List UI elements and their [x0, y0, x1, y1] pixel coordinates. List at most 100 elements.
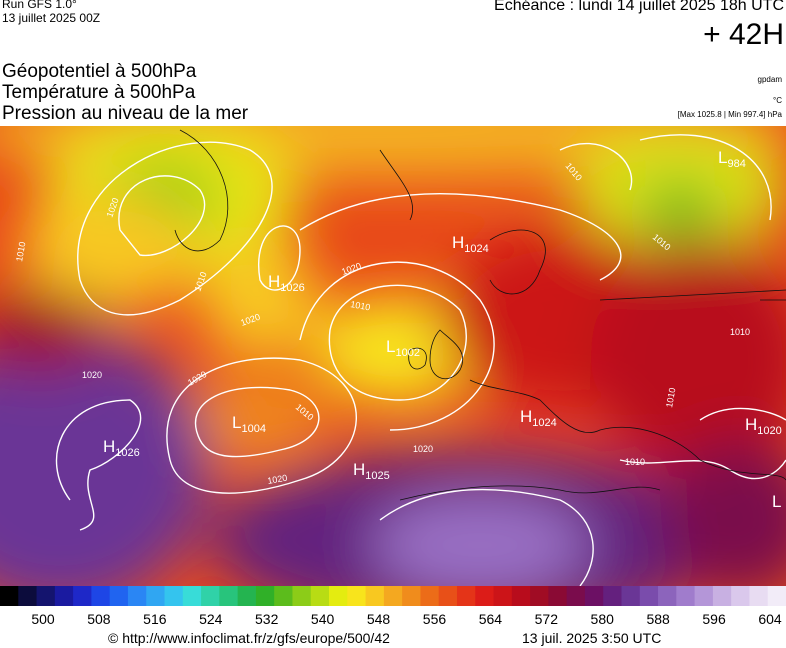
colorbar-tick-label: 588	[646, 611, 670, 627]
pressure-center: H1026	[268, 272, 305, 294]
unit-temp: °C	[773, 96, 782, 105]
colorbar-tick-label: 556	[423, 611, 447, 627]
colorbar-swatch	[658, 586, 677, 606]
colorbar-swatch	[127, 586, 147, 606]
isobar-label: 1010	[350, 299, 371, 312]
center-value: 984	[727, 158, 745, 170]
unit-height: gpdam	[757, 75, 782, 84]
center-letter: H	[452, 233, 464, 252]
colorbar-tick-label: 548	[367, 611, 391, 627]
footer-time: 13 juil. 2025 3:50 UTC	[522, 630, 661, 646]
colorbar-tick-label: 596	[702, 611, 726, 627]
center-value: 1004	[241, 423, 265, 435]
footer-url: © http://www.infoclimat.fr/z/gfs/europe/…	[108, 630, 390, 646]
colorbar-swatch	[255, 586, 275, 606]
colorbar-swatch	[36, 586, 56, 606]
pressure-center: H1026	[103, 437, 140, 459]
coastlines	[174, 129, 786, 501]
colorbar-tick-label: 500	[31, 611, 55, 627]
pressure-center: H1020	[745, 415, 782, 437]
colorbar-swatch	[0, 586, 19, 606]
pressure-center: H1025	[353, 460, 390, 482]
center-letter: H	[353, 460, 365, 479]
isobar-label: 1010	[664, 387, 677, 408]
colorbar-swatch	[676, 586, 696, 606]
pressure-center: L984	[718, 148, 746, 170]
center-value: 1025	[365, 470, 389, 482]
colorbar-swatch	[456, 586, 476, 606]
center-letter: H	[268, 272, 280, 291]
colorbar-swatch	[438, 586, 458, 606]
center-value: 1024	[532, 417, 556, 429]
lead-time: + 42H	[703, 18, 784, 51]
center-value: 1026	[280, 282, 304, 294]
center-value: 1024	[464, 243, 488, 255]
center-value: 1002	[395, 347, 419, 359]
colorbar-swatch	[511, 586, 531, 606]
colorbar-swatch	[383, 586, 403, 606]
colorbar-tick-label: 532	[255, 611, 279, 627]
colorbar-swatch	[73, 586, 92, 606]
center-letter: H	[745, 415, 757, 434]
colorbar-swatch	[310, 586, 330, 606]
colorbar-swatch	[182, 586, 202, 606]
colorbar-tick-label: 540	[311, 611, 335, 627]
colorbar-swatch	[530, 586, 549, 606]
colorbar-swatch	[603, 586, 622, 606]
pressure-center: L	[772, 492, 781, 511]
colorbar-swatch	[292, 586, 312, 606]
run-label: Run GFS 1.0°	[2, 0, 77, 11]
colorbar-swatch	[548, 586, 568, 606]
title-temperature: Température à 500hPa	[2, 82, 196, 103]
center-value: 1020	[757, 425, 781, 437]
center-value: 1026	[115, 447, 139, 459]
isobar-label: 1020	[413, 444, 433, 454]
isobars	[55, 134, 786, 586]
isobar-label: 1020	[267, 473, 288, 486]
colorbar-swatch	[201, 586, 220, 606]
isobar-label: 1020	[82, 370, 102, 380]
isobar-label: 1010	[14, 241, 27, 262]
field: H1024H1026L1002L1004H1026H1024H1025H1020…	[0, 126, 786, 586]
title-geopotential: Géopotentiel à 500hPa	[2, 61, 197, 82]
pressure-center: H1024	[520, 407, 557, 429]
isobar-label: 1010	[730, 327, 750, 337]
colorbar-tick-label: 524	[199, 611, 223, 627]
colorbar-swatch	[712, 586, 732, 606]
colorbar-tick-label: 516	[143, 611, 167, 627]
colorbar-swatch	[621, 586, 641, 606]
center-letter: H	[103, 437, 115, 456]
center-letter: L	[386, 337, 395, 356]
colorbar-swatch	[749, 586, 769, 606]
colorbar-swatch	[347, 586, 367, 606]
colorbar-swatch	[164, 586, 184, 606]
colorbar-swatch	[402, 586, 421, 606]
colorbar-swatch	[767, 586, 786, 606]
colorbar-tick-label: 564	[479, 611, 503, 627]
pressure-center: L1004	[232, 413, 266, 435]
colorbar-swatch	[219, 586, 239, 606]
colorbar-swatch	[420, 586, 440, 606]
colorbar: 500 508 516 524 532 540 548 556 564 572 580 588 596 6…	[0, 586, 786, 627]
colorbar-swatch	[91, 586, 111, 606]
colorbar-swatch	[566, 586, 586, 606]
colorbar-swatch	[329, 586, 348, 606]
colorbar-swatch	[237, 586, 257, 606]
center-letter: H	[520, 407, 532, 426]
colorbar-swatch	[365, 586, 385, 606]
colorbar-swatch	[694, 586, 714, 606]
pressure-center: H1024	[452, 233, 489, 255]
colorbar-tick-label: 580	[591, 611, 615, 627]
colorbar-swatch	[146, 586, 166, 606]
colorbar-swatch	[639, 586, 659, 606]
isobar-label: 1010	[625, 457, 645, 467]
colorbar-swatch	[54, 586, 74, 606]
colorbar-swatch	[109, 586, 129, 606]
run-date: 13 juillet 2025 00Z	[2, 11, 101, 25]
title-pressure: Pression au niveau de la mer	[2, 103, 249, 124]
pressure-range: [Max 1025.8 | Min 997.4] hPa	[677, 110, 782, 119]
center-letter: L	[772, 492, 781, 511]
colorbar-tick-label: 572	[535, 611, 559, 627]
pressure-center: L1002	[386, 337, 420, 359]
